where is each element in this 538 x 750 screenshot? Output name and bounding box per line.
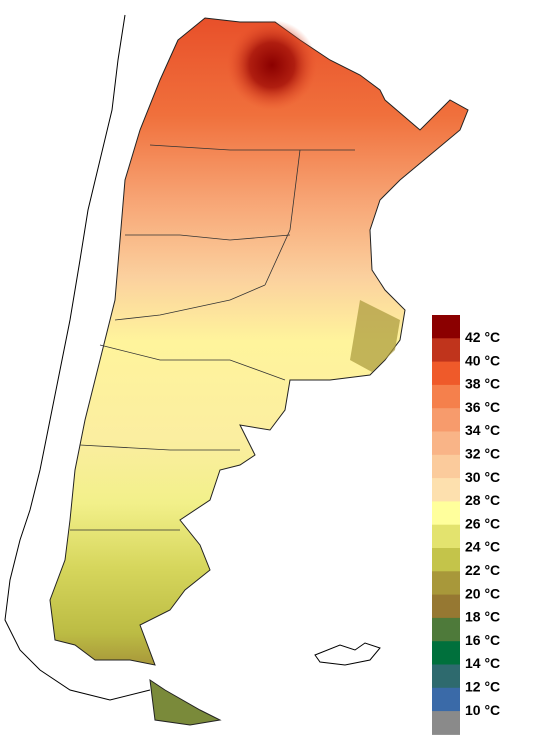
legend-swatch (432, 338, 460, 363)
falklands (314, 642, 381, 666)
legend-swatch (432, 687, 460, 712)
argentina (49, 17, 469, 666)
legend-label: 16 °C (465, 632, 500, 648)
legend-swatch (432, 571, 460, 596)
legend-swatch (432, 664, 460, 689)
legend-label: 20 °C (465, 585, 500, 601)
legend-label: 18 °C (465, 609, 500, 625)
tierra-del-fuego (149, 678, 222, 726)
legend-label: 24 °C (465, 539, 500, 555)
legend-label: 10 °C (465, 702, 500, 718)
legend-swatch (432, 315, 460, 339)
legend-label: 42 °C (465, 329, 500, 345)
coast-green (350, 300, 400, 372)
legend-swatch (432, 524, 460, 549)
legend-label: 14 °C (465, 655, 500, 671)
hot-spot (227, 20, 317, 110)
legend-label: 36 °C (465, 399, 500, 415)
legend-label: 22 °C (465, 562, 500, 578)
legend-swatch (432, 711, 460, 735)
legend-label: 40 °C (465, 352, 500, 368)
legend-swatch (432, 454, 460, 479)
legend-swatch (432, 617, 460, 642)
legend-swatch (432, 408, 460, 432)
legend-swatch (432, 431, 460, 456)
legend-swatch (432, 478, 460, 502)
legend-label: 32 °C (465, 446, 500, 462)
legend-swatch (432, 501, 460, 526)
legend-swatch (432, 641, 460, 665)
legend-swatch (432, 361, 460, 386)
legend-swatch (432, 594, 460, 619)
legend-swatch (432, 548, 460, 572)
provinces (70, 144, 355, 531)
legend-label: 34 °C (465, 422, 500, 438)
legend-swatch (432, 384, 460, 409)
legend-label: 12 °C (465, 679, 500, 695)
legend-label: 30 °C (465, 469, 500, 485)
chile-outline (4, 14, 151, 701)
legend-label: 38 °C (465, 376, 500, 392)
legend-label: 28 °C (465, 492, 500, 508)
legend-label: 26 °C (465, 515, 500, 531)
